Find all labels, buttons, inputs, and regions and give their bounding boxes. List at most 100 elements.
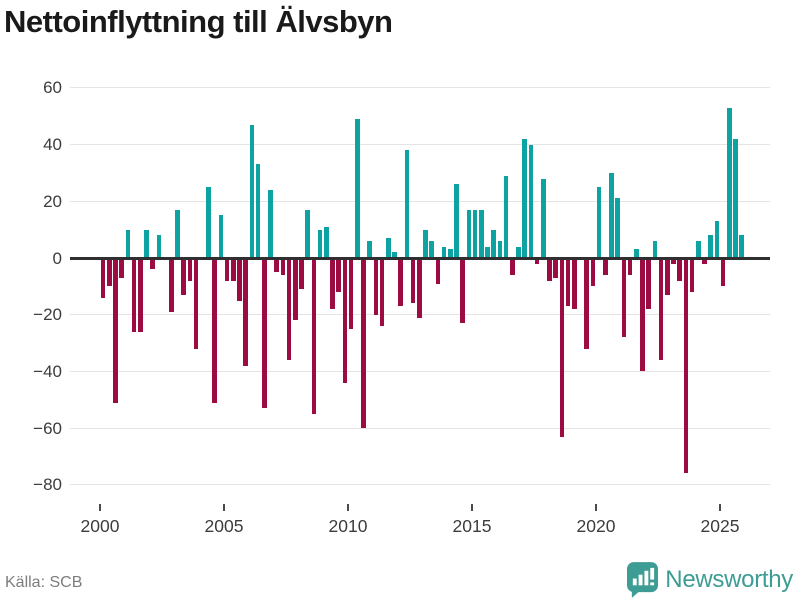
bar-positive	[305, 209, 310, 258]
bar-negative	[559, 258, 565, 437]
bar-positive	[696, 240, 701, 258]
bar-negative	[113, 258, 118, 403]
bar-negative	[460, 258, 465, 324]
bar-positive	[479, 209, 484, 258]
bar-negative	[131, 258, 137, 332]
bar-negative	[330, 258, 335, 310]
bar-negative	[410, 258, 416, 304]
bar-positive	[652, 240, 658, 258]
x-axis-tick	[471, 504, 473, 511]
bar-negative	[373, 258, 379, 315]
bar-negative	[169, 258, 174, 312]
bar-negative	[658, 258, 664, 361]
y-axis-tick-label: −20	[33, 305, 62, 325]
bar-negative	[299, 258, 304, 290]
bar-negative	[379, 258, 385, 327]
bar-positive	[503, 175, 509, 258]
bar-positive	[733, 138, 738, 258]
bar-positive	[615, 198, 620, 258]
bar-positive	[541, 178, 546, 258]
bar-negative	[262, 258, 267, 409]
bar-negative	[286, 258, 292, 361]
bar-negative	[100, 258, 106, 298]
bar-positive	[156, 235, 162, 258]
bar-negative	[336, 258, 341, 293]
y-axis-tick-label: 40	[43, 135, 62, 155]
bar-negative	[603, 258, 608, 275]
bar-positive	[596, 187, 602, 258]
bar-negative	[107, 258, 112, 287]
bar-negative	[627, 258, 633, 275]
bar-negative	[671, 258, 676, 264]
bar-positive	[634, 249, 639, 258]
bar-negative	[572, 258, 577, 310]
bar-positive	[249, 124, 255, 258]
bar-negative	[398, 258, 403, 307]
bar-positive	[317, 229, 323, 258]
bar-negative	[361, 258, 366, 429]
bar-negative	[590, 258, 596, 287]
bar-negative	[293, 258, 298, 321]
bar-positive	[386, 238, 391, 258]
bar-negative	[510, 258, 515, 275]
bar-positive	[125, 229, 131, 258]
bar-positive	[144, 229, 149, 258]
bar-negative	[534, 258, 540, 264]
bar-negative	[565, 258, 571, 307]
newsworthy-wordmark: Newsworthy	[665, 566, 793, 593]
y-axis-tick-label: 0	[52, 248, 62, 268]
page-title: Nettoinflyttning till Älvsbyn	[4, 4, 393, 39]
bar-positive	[441, 246, 447, 258]
y-gridline	[70, 144, 770, 146]
bar-negative	[621, 258, 627, 338]
newsworthy-icon	[627, 562, 659, 598]
y-gridline	[70, 484, 770, 486]
bar-negative	[212, 258, 217, 403]
x-axis-tick-label: 2025	[700, 516, 740, 536]
bar-negative	[280, 258, 286, 275]
x-axis-tick	[347, 504, 349, 511]
bar-positive	[355, 119, 360, 258]
bar-negative	[646, 258, 651, 310]
bar-positive	[268, 189, 273, 258]
bar-negative	[702, 258, 707, 264]
y-gridline	[70, 200, 770, 202]
bar-positive	[516, 246, 521, 258]
x-axis-tick	[595, 504, 597, 511]
bar-negative	[181, 258, 186, 295]
y-gridline	[70, 370, 770, 372]
newsworthy-logo[interactable]: Newsworthy	[627, 562, 793, 598]
bar-positive	[324, 226, 329, 258]
bar-negative	[665, 258, 670, 295]
bar-negative	[187, 258, 193, 281]
bar-positive	[727, 107, 732, 258]
bar-positive	[367, 240, 372, 258]
y-axis-tick-label: 60	[43, 78, 62, 98]
zero-axis-line	[70, 256, 770, 260]
bar-positive	[448, 249, 453, 258]
source-label: Källa: SCB	[5, 574, 83, 591]
bar-positive	[392, 252, 397, 258]
bar-positive	[491, 229, 496, 258]
bar-positive	[714, 221, 720, 258]
bar-positive	[404, 150, 410, 258]
bar-negative	[138, 258, 143, 332]
bar-negative	[640, 258, 645, 372]
bar-negative	[231, 258, 236, 281]
bar-negative	[553, 258, 558, 278]
bar-positive	[472, 209, 478, 258]
bar-positive	[206, 187, 211, 258]
x-axis-tick-label: 2005	[204, 516, 244, 536]
bar-positive	[454, 184, 459, 258]
bar-negative	[237, 258, 242, 301]
bar-positive	[497, 240, 503, 258]
bar-negative	[224, 258, 230, 281]
x-axis-tick	[223, 504, 225, 511]
bar-negative	[689, 258, 695, 293]
bar-negative	[119, 258, 124, 278]
x-axis-tick	[719, 504, 721, 511]
bar-negative	[274, 258, 279, 273]
bar-positive	[466, 209, 472, 258]
bar-positive	[485, 246, 490, 258]
